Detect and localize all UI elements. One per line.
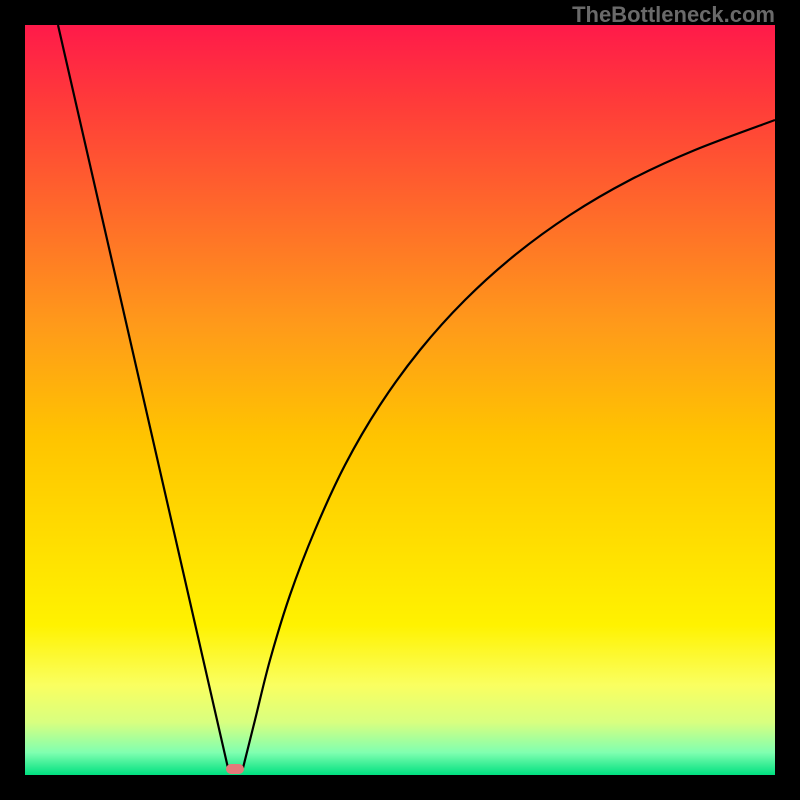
plot-area [25,25,775,775]
curve-right-branch [243,120,775,768]
curve-layer [25,25,775,775]
watermark-text: TheBottleneck.com [572,2,775,28]
curve-left-branch [58,25,228,768]
minimum-marker [226,764,244,774]
bottleneck-chart: TheBottleneck.com [0,0,800,800]
